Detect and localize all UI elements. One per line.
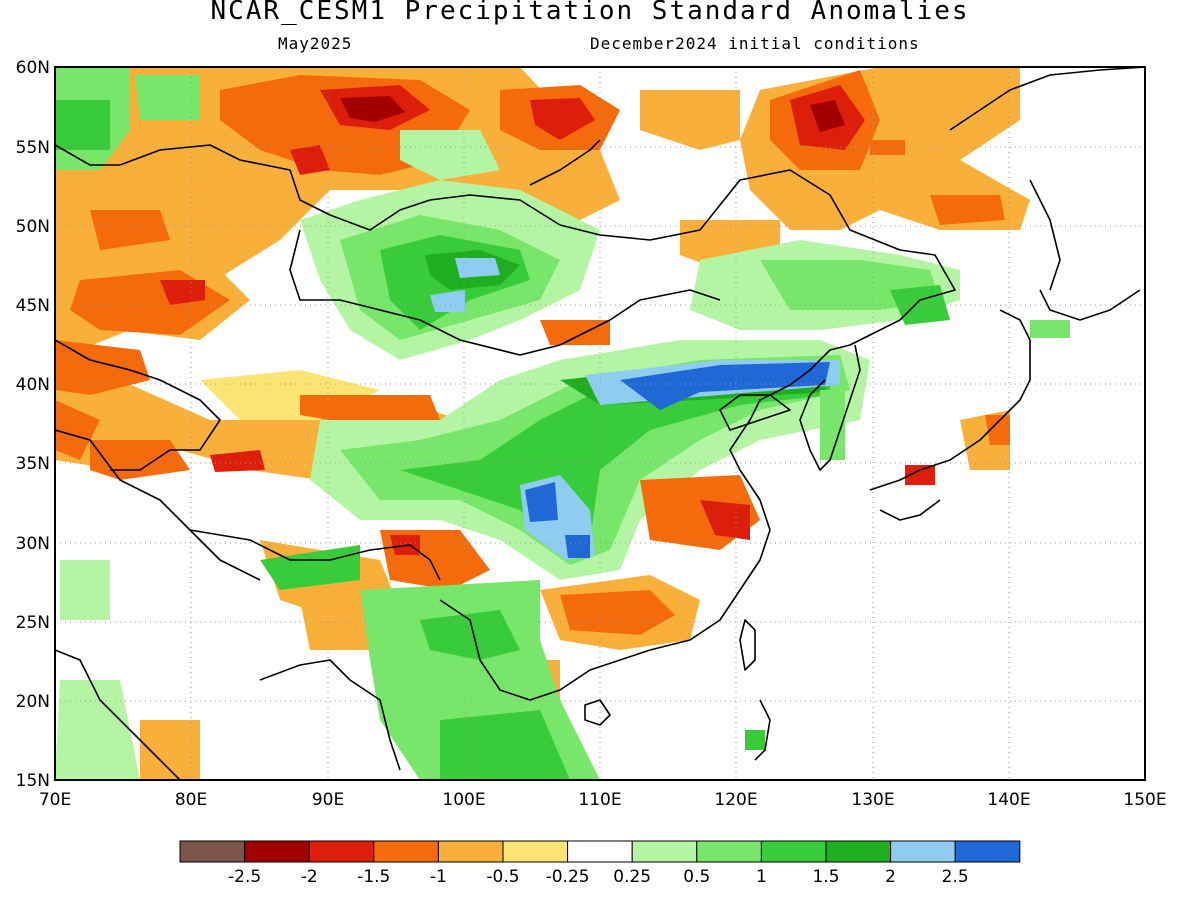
x-tick-label: 140E [987, 790, 1030, 810]
coastlines [55, 67, 1145, 780]
colorbar-label: 0.25 [613, 867, 651, 887]
colorbar-swatch [567, 840, 633, 863]
x-tick-label: 130E [851, 790, 894, 810]
y-tick-label: 25N [16, 613, 50, 633]
y-tick-label: 20N [16, 692, 50, 712]
x-tick-label: 150E [1123, 790, 1166, 810]
x-tick-label: 120E [714, 790, 757, 810]
y-tick-label: 15N [16, 771, 50, 791]
colorbar-label: -1 [430, 867, 447, 887]
colorbar-swatch [696, 840, 762, 863]
colorbar-label: -2.5 [228, 867, 261, 887]
colorbar-label: 1.5 [812, 867, 839, 887]
colorbar-label: -0.5 [486, 867, 519, 887]
colorbar-swatch [437, 840, 504, 863]
colorbar-swatch [890, 840, 956, 863]
x-tick-label: 90E [312, 790, 344, 810]
y-tick-label: 30N [16, 534, 50, 554]
map-frame [54, 66, 1146, 781]
colorbar-swatch [308, 840, 375, 863]
y-tick-label: 45N [16, 296, 50, 316]
y-tick-label: 50N [16, 217, 50, 237]
y-tick-label: 55N [16, 138, 50, 158]
map-title: NCAR_CESM1 Precipitation Standard Anomal… [210, 0, 970, 26]
colorbar-swatch [825, 840, 892, 863]
colorbar-label: 2.5 [942, 867, 969, 887]
colorbar-swatch [244, 840, 310, 863]
colorbar-label: 2 [885, 867, 896, 887]
colorbar-swatch [502, 840, 569, 863]
colorbar-label: 0.5 [683, 867, 710, 887]
x-tick-label: 80E [175, 790, 207, 810]
y-tick-label: 35N [16, 454, 50, 474]
colorbar-swatch [373, 840, 439, 863]
y-tick-label: 60N [16, 58, 50, 78]
colorbar-swatch [179, 840, 246, 863]
colorbar-label: -2 [301, 867, 318, 887]
colorbar-label: 1 [756, 867, 767, 887]
subtitle-initial-conditions: December2024 initial conditions [590, 34, 920, 53]
x-tick-label: 110E [578, 790, 621, 810]
colorbar-swatch [954, 840, 1021, 863]
colorbar-swatch [760, 840, 827, 863]
y-tick-labels: 15N 20N 25N 30N 35N 40N 45N 50N 55N 60N [16, 58, 50, 791]
colorbar-swatch [631, 840, 698, 863]
colorbar-label: -1.5 [357, 867, 390, 887]
colorbar: -2.5 -2 -1.5 -1 -0.5 -0.25 0.25 0.5 1 1.… [179, 840, 1021, 887]
x-tick-label: 100E [442, 790, 485, 810]
anomaly-field [55, 67, 1145, 780]
x-tick-label: 70E [39, 790, 71, 810]
colorbar-label: -0.25 [546, 867, 590, 887]
subtitle-month: May2025 [278, 34, 353, 53]
y-tick-label: 40N [16, 375, 50, 395]
x-tick-labels: 70E 80E 90E 100E 110E 120E 130E 140E 150… [39, 790, 1167, 810]
